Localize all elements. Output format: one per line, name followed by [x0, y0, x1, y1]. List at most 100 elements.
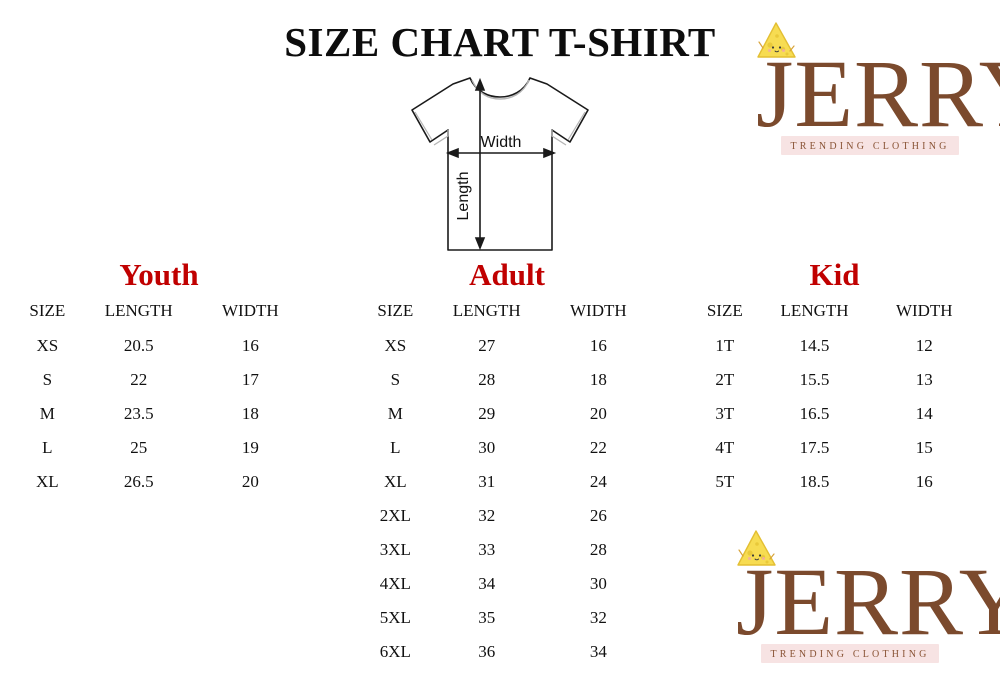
cell-width: 20 [589, 404, 607, 423]
table-row: XL 26.5 20 [14, 465, 304, 499]
brand-logo-bottom: JERRY TRENDING CLOTHING [728, 528, 1000, 668]
cheese-mascot-icon [734, 528, 778, 570]
column-header-length: LENGTH [104, 301, 173, 320]
column-header-length: LENGTH [780, 301, 849, 320]
table-row: L 25 19 [14, 431, 304, 465]
brand-logo-top: JERRY TRENDING CLOTHING [748, 20, 1000, 160]
cell-width: 24 [589, 472, 607, 491]
table-row: 3XL 33 28 [362, 533, 652, 567]
cell-width: 16 [589, 336, 607, 355]
tagline-band [781, 136, 959, 155]
column-header-width: WIDTH [895, 301, 953, 320]
cell-width: 22 [589, 438, 607, 457]
youth-table-body: XS 20.5 16 S 22 17 M 23.5 18 L 25 19 XL 26.5 20 [14, 329, 304, 499]
cell-size: 5XL [379, 608, 411, 627]
table-row: M 23.5 18 [14, 397, 304, 431]
cell-length: 32 [478, 506, 496, 525]
cell-length: 17.5 [799, 438, 830, 457]
table-row: 5XL 35 32 [362, 601, 652, 635]
table-row: XS 20.5 16 [14, 329, 304, 363]
cell-width: 26 [589, 506, 607, 525]
cell-width: 34 [589, 642, 607, 661]
cell-width: 28 [589, 540, 607, 559]
cell-length: 34 [478, 574, 496, 593]
cell-width: 14 [915, 404, 933, 423]
cell-width: 30 [589, 574, 607, 593]
cell-size: 6XL [379, 642, 411, 661]
cell-width: 12 [915, 336, 933, 355]
cell-size: XS [384, 336, 407, 355]
table-row: 4XL 34 30 [362, 567, 652, 601]
cell-size: 4XL [379, 574, 411, 593]
brand-wordmark: JERRY [756, 40, 1000, 147]
table-heading-youth: Youth [119, 257, 199, 292]
table-row: L 30 22 [362, 431, 652, 465]
column-header-size: SIZE [706, 301, 743, 320]
cell-length: 14.5 [799, 336, 830, 355]
cell-size: XL [36, 472, 59, 491]
kid-table-body: 1T 14.5 12 2T 15.5 13 3T 16.5 14 4T 17.5 15 5T 18.5 16 [692, 329, 977, 499]
cell-width: 16 [915, 472, 933, 491]
cell-length: 36 [478, 642, 496, 661]
table-heading-kid: Kid [809, 257, 860, 292]
page-title: SIZE CHART T-SHIRT [284, 19, 716, 65]
cell-length: 20.5 [123, 336, 154, 355]
column-header-size: SIZE [377, 301, 414, 320]
cell-width: 18 [589, 370, 607, 389]
cell-length: 27 [478, 336, 496, 355]
cell-length: 35 [478, 608, 496, 627]
table-row: XL 31 24 [362, 465, 652, 499]
size-table-adult: Adult SIZE LENGTH WIDTH XS 27 16 S 28 18 M 29 20… [362, 258, 652, 669]
cell-length: 23.5 [123, 404, 154, 423]
cell-size: 4T [715, 438, 735, 457]
table-row: 2XL 32 26 [362, 499, 652, 533]
cell-length: 26.5 [123, 472, 154, 491]
size-table-youth: Youth SIZE LENGTH WIDTH XS 20.5 16 S 22 17 M 23… [14, 258, 304, 499]
width-label: Width [481, 134, 522, 151]
cell-size: XL [384, 472, 407, 491]
cell-width: 20 [241, 472, 259, 491]
cell-size: M [387, 404, 403, 423]
table-row: M 29 20 [362, 397, 652, 431]
cell-width: 32 [589, 608, 607, 627]
table-row: 3T 16.5 14 [692, 397, 977, 431]
cell-width: 16 [241, 336, 259, 355]
cell-size: 5T [715, 472, 735, 491]
cell-length: 18.5 [799, 472, 830, 491]
cell-size: 2T [715, 370, 735, 389]
table-header-row: SIZE LENGTH WIDTH [362, 299, 652, 329]
cell-length: 16.5 [799, 404, 830, 423]
column-header-width: WIDTH [570, 301, 627, 320]
length-label: Length [455, 172, 472, 221]
table-row: 6XL 36 34 [362, 635, 652, 669]
cell-size: S [42, 370, 53, 389]
cell-width: 17 [241, 370, 259, 389]
column-header-width: WIDTH [222, 301, 279, 320]
cell-size: L [42, 438, 53, 457]
adult-sizes-table: SIZE LENGTH WIDTH XS 27 16 S 28 18 M 29 20 L 30 22 X… [362, 299, 652, 669]
cell-size: M [39, 404, 55, 423]
brand-tagline: TRENDING CLOTHING [790, 141, 950, 152]
cell-length: 15.5 [799, 370, 830, 389]
cell-length: 33 [478, 540, 496, 559]
cell-size: S [390, 370, 401, 389]
cell-size: L [390, 438, 401, 457]
cell-length: 31 [478, 472, 496, 491]
cell-size: XS [36, 336, 59, 355]
brand-wordmark: JERRY [736, 548, 1000, 655]
tshirt-measurement-diagram: Width Length [398, 66, 602, 256]
table-row: S 28 18 [362, 363, 652, 397]
cell-length: 29 [478, 404, 496, 423]
column-header-length: LENGTH [452, 301, 521, 320]
table-row: 1T 14.5 12 [692, 329, 977, 363]
cell-width: 13 [915, 370, 933, 389]
cheese-mascot-icon [754, 20, 798, 62]
cell-size: 3XL [379, 540, 411, 559]
tagline-band [761, 644, 939, 663]
table-row: XS 27 16 [362, 329, 652, 363]
cell-width: 18 [241, 404, 259, 423]
table-row: 2T 15.5 13 [692, 363, 977, 397]
cell-size: 3T [715, 404, 735, 423]
cell-length: 25 [130, 438, 148, 457]
